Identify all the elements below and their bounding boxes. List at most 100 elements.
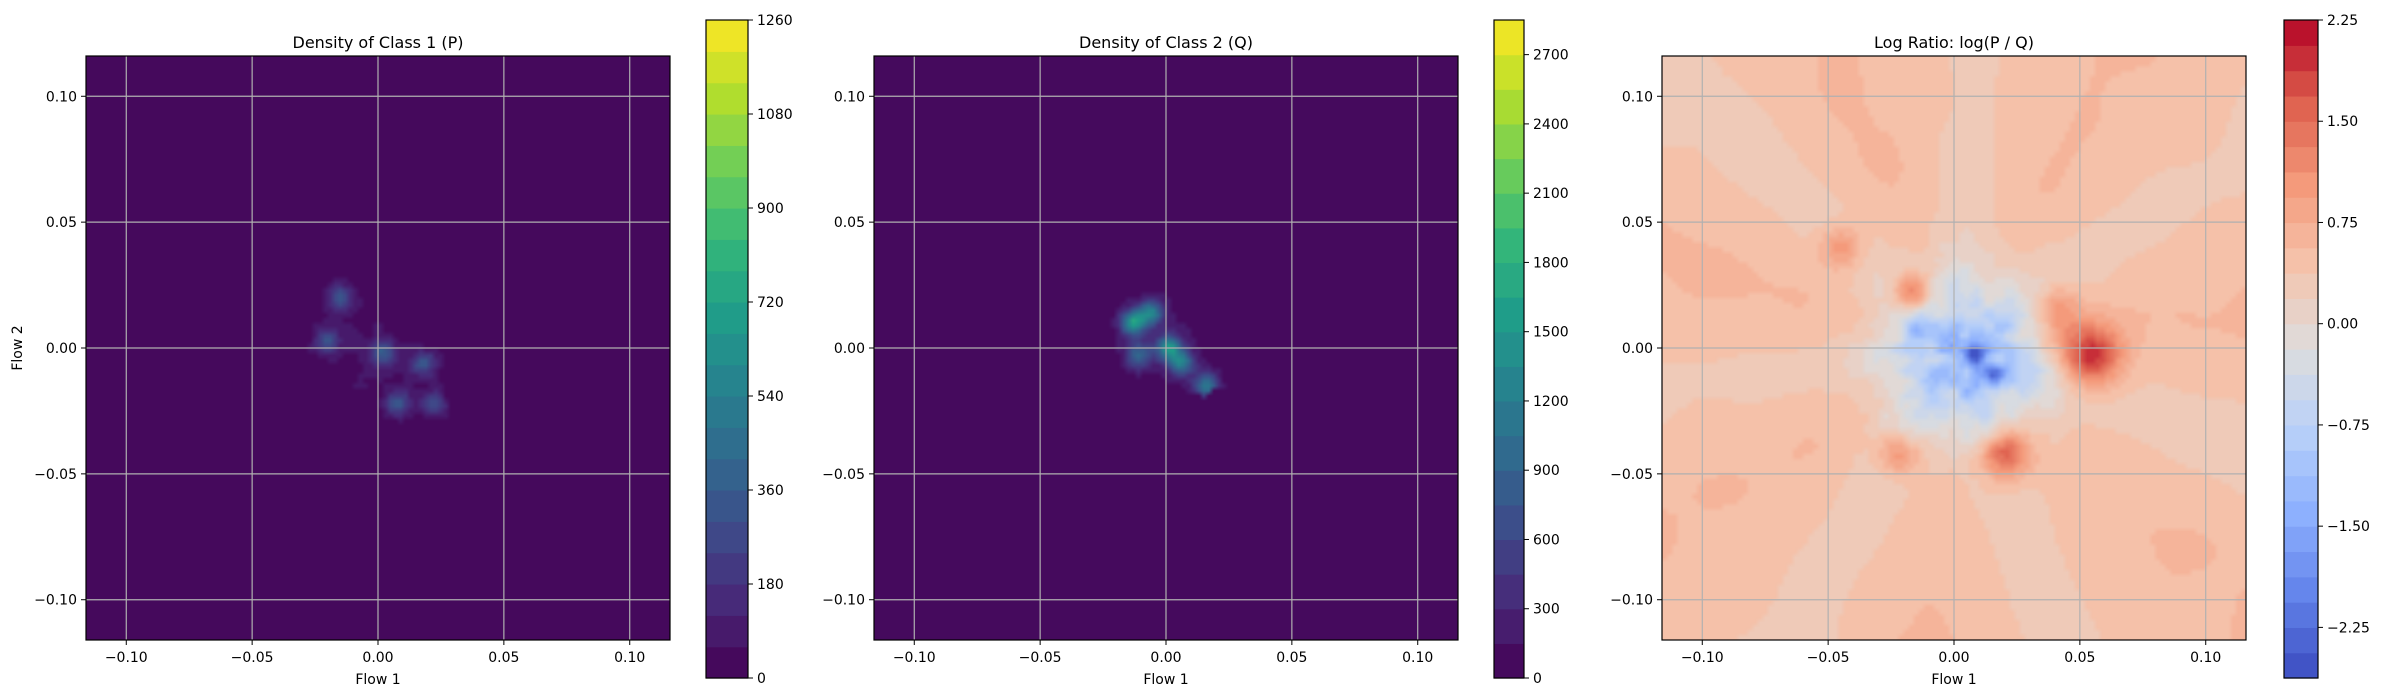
y-tick-label: −0.10	[34, 593, 77, 609]
colorbar-tick-label: 1800	[1533, 255, 1569, 271]
colorbar-band	[2284, 298, 2318, 325]
colorbar-band	[2284, 602, 2318, 628]
x-tick-label: 0.05	[1276, 650, 1307, 666]
colorbar-tick-label: −0.75	[2327, 418, 2370, 434]
y-tick-label: 0.00	[46, 341, 77, 357]
colorbar-band	[2284, 526, 2318, 553]
colorbar-band	[2284, 424, 2318, 451]
colorbar-band	[706, 458, 748, 491]
x-tick-label: 0.10	[2190, 650, 2221, 666]
panel-1: −0.10 −0.05 0.00 0.05 0.10 −0.10 −0.05 0.00 0.05…	[10, 13, 793, 688]
colorbar-tick-label: 180	[757, 577, 784, 593]
colorbar-tick-label: −1.50	[2327, 519, 2370, 535]
colorbar-band	[1494, 193, 1524, 229]
colorbar-band	[1494, 123, 1524, 160]
colorbar-band	[706, 552, 748, 585]
colorbar-band	[1494, 400, 1524, 437]
panel-2: −0.10 −0.05 0.00 0.05 0.10 −0.10 −0.05 0.00 0.05…	[822, 19, 1569, 688]
colorbar-band	[1494, 54, 1524, 90]
colorbar-band	[706, 427, 748, 460]
colorbar-band	[2284, 475, 2318, 502]
x-tick-label: 0.00	[1150, 650, 1181, 666]
y-tick-label: 0.05	[1622, 215, 1653, 231]
colorbar-tick-label: 1260	[757, 13, 793, 29]
colorbar-band	[706, 114, 748, 146]
colorbar-band	[2284, 20, 2318, 46]
colorbar-band	[1494, 574, 1524, 610]
x-tick-label: 0.05	[488, 650, 519, 666]
y-tick-label: 0.10	[834, 89, 865, 105]
y-tick-label: 0.00	[834, 341, 865, 357]
colorbar-tick-label: 540	[757, 389, 784, 405]
colorbar-band	[1494, 297, 1524, 333]
colorbar-band	[2284, 273, 2318, 299]
y-axis-label: Flow 2	[10, 325, 26, 370]
colorbar-tick-label: 1080	[757, 107, 793, 123]
chart-title: Density of Class 1 (P)	[293, 33, 464, 52]
colorbar-tick-label: 1200	[1533, 394, 1569, 410]
chart-title: Density of Class 2 (Q)	[1079, 33, 1253, 52]
colorbar-band	[2284, 45, 2318, 72]
colorbar-tick-label: 0.00	[2327, 317, 2358, 333]
colorbar-band	[2284, 349, 2318, 375]
colorbar-band	[2284, 399, 2318, 426]
x-tick-label: 0.05	[2064, 650, 2095, 666]
colorbar-tick-label: 0	[757, 671, 766, 687]
colorbar-band	[2284, 222, 2318, 249]
colorbar-band	[2284, 450, 2318, 477]
colorbar-tick-label: 900	[1533, 463, 1560, 479]
colorbar-band	[2284, 551, 2318, 578]
colorbar-band	[1494, 470, 1524, 506]
colorbar-band	[1494, 331, 1524, 367]
colorbar-band	[2284, 197, 2318, 224]
colorbar-tick-label: 360	[757, 483, 784, 499]
y-tick-label: 0.05	[834, 215, 865, 231]
colorbar-band	[706, 396, 748, 428]
colorbar-band	[2284, 70, 2318, 97]
x-tick-label: 0.10	[614, 650, 645, 666]
colorbar-band	[706, 176, 748, 209]
chart-title: Log Ratio: log(P / Q)	[1874, 33, 2034, 52]
colorbar-band	[706, 521, 748, 554]
colorbar-band	[1494, 608, 1524, 644]
colorbar-band	[2284, 374, 2318, 401]
colorbar-band	[1494, 262, 1524, 298]
colorbar-tick-label: 1.50	[2327, 114, 2358, 130]
colorbar-band	[1494, 435, 1524, 471]
colorbar-tick-label: 0	[1533, 671, 1542, 687]
colorbar-band	[706, 490, 748, 522]
colorbar-band	[2284, 323, 2318, 350]
colorbar-tick-label: 2400	[1533, 117, 1569, 133]
colorbar-band	[1494, 539, 1524, 575]
colorbar-tick-label: 2.25	[2327, 13, 2358, 29]
colorbar-band	[706, 302, 748, 334]
colorbar-band	[2284, 121, 2318, 148]
colorbar-band	[706, 239, 748, 272]
colorbar-tick-label: 2100	[1533, 186, 1569, 202]
panel-3: −0.10 −0.05 0.00 0.05 0.10 −0.10 −0.05 0.00 0.05…	[1610, 13, 2370, 688]
x-tick-label: 0.10	[1402, 650, 1433, 666]
x-axis-label: Flow 1	[1143, 672, 1188, 688]
colorbar-band	[1494, 504, 1524, 541]
y-tick-label: −0.05	[1610, 467, 1653, 483]
x-tick-label: −0.05	[1019, 650, 1062, 666]
x-tick-label: −0.10	[1681, 650, 1724, 666]
colorbar-tick-label: 300	[1533, 602, 1560, 618]
colorbar-band	[1494, 89, 1524, 125]
colorbar-frame	[2283, 19, 2319, 679]
colorbar-band	[706, 615, 748, 648]
colorbar-band	[2284, 627, 2318, 654]
colorbar-band	[706, 364, 748, 397]
colorbar: 0 180 360 540 720 900 1080 1260	[705, 13, 793, 687]
colorbar-tick-label: −2.25	[2327, 620, 2370, 636]
y-tick-label: −0.05	[34, 467, 77, 483]
x-tick-label: −0.10	[105, 650, 148, 666]
colorbar: 0 300 600 900 1200 1500 1800 2100 2400 2700	[1493, 19, 1569, 687]
colorbar-band	[706, 145, 748, 178]
colorbar-band	[2284, 652, 2318, 679]
colorbar-band	[706, 51, 748, 84]
colorbar-frame	[1493, 19, 1525, 679]
colorbar-band	[706, 20, 748, 52]
y-tick-label: −0.10	[822, 593, 865, 609]
